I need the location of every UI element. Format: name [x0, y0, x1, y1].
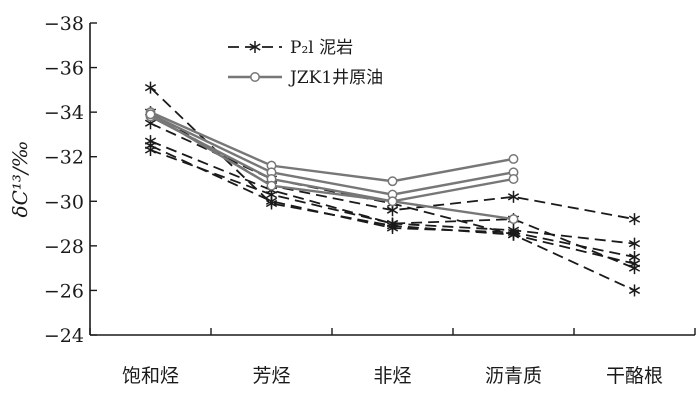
y-tick-label: −28: [44, 236, 84, 258]
circle-marker: [266, 180, 277, 191]
circle-marker: [250, 72, 260, 82]
asterisk-marker: [507, 226, 520, 239]
y-tick-label: −36: [44, 58, 84, 80]
series-line: [149, 113, 514, 196]
y-axis-label: δC¹³/‰: [8, 141, 32, 218]
series-line: [149, 115, 514, 203]
series-line: [149, 86, 635, 265]
y-tick-label: −34: [44, 102, 84, 124]
asterisk-stroke: [628, 264, 641, 272]
legend: P₂l 泥岩 JZK1井原油: [228, 38, 383, 88]
asterisk-marker: [628, 251, 641, 263]
asterisk-stroke: [628, 286, 641, 295]
asterisk-stroke: [628, 239, 641, 248]
asterisk-stroke: [386, 206, 399, 214]
asterisk-marker: [507, 190, 520, 203]
asterisk-marker: [628, 262, 641, 275]
legend-label: JZK1井原油: [288, 68, 383, 88]
y-tick-label: −30: [44, 191, 84, 213]
x-tick-label: 饱和烃: [122, 365, 179, 387]
x-tick-label: 芳烃: [252, 365, 290, 387]
y-tick-label: −24: [44, 325, 84, 347]
x-tick-label: 干酪根: [606, 365, 663, 387]
series-line: [150, 149, 635, 269]
y-tick-label: −32: [44, 147, 84, 169]
circle-marker: [508, 174, 519, 184]
circle-marker: [387, 196, 398, 207]
x-tick-label: 沥青质: [485, 365, 542, 387]
series: [144, 81, 641, 297]
oil-series: [145, 109, 519, 225]
circle-marker: [508, 214, 519, 225]
y-tick-label: −38: [44, 13, 84, 35]
asterisk-marker: [249, 41, 261, 53]
asterisk-stroke: [628, 215, 641, 223]
y-tick-label: −26: [44, 280, 84, 302]
series-line: [149, 113, 514, 221]
circle-marker: [508, 153, 519, 164]
asterisk-marker: [144, 144, 157, 157]
asterisk-stroke: [507, 193, 520, 201]
asterisk-stroke: [265, 197, 278, 205]
legend-item-mudstone: P₂l 泥岩: [228, 38, 353, 58]
asterisk-stroke: [249, 43, 261, 51]
asterisk-stroke: [144, 119, 157, 127]
asterisk-marker: [628, 284, 641, 297]
asterisk-stroke: [144, 83, 157, 92]
asterisk-stroke: [628, 253, 641, 261]
series-line: [150, 111, 514, 183]
axes: −38 −36 −34 −32 −30 −28 −26 −24 饱和烃 芳烃 非烃 沥青质 干酪根 δC¹…: [8, 13, 696, 387]
legend-item-oil: JZK1井原油: [228, 68, 383, 88]
legend-label: P₂l 泥岩: [290, 38, 353, 58]
asterisk-stroke: [386, 219, 399, 228]
asterisk-stroke: [265, 190, 278, 199]
asterisk-marker: [628, 237, 641, 250]
mudstone-series: [144, 117, 641, 297]
asterisk-stroke: [144, 146, 157, 154]
circle-marker: [387, 176, 398, 187]
asterisk-stroke: [507, 228, 520, 237]
asterisk-marker: [144, 81, 157, 94]
asterisk-marker: [628, 213, 641, 226]
circle-marker: [145, 109, 156, 120]
x-tick-label: 非烃: [373, 365, 411, 387]
asterisk-marker: [386, 217, 399, 230]
oil-series: [145, 109, 519, 200]
